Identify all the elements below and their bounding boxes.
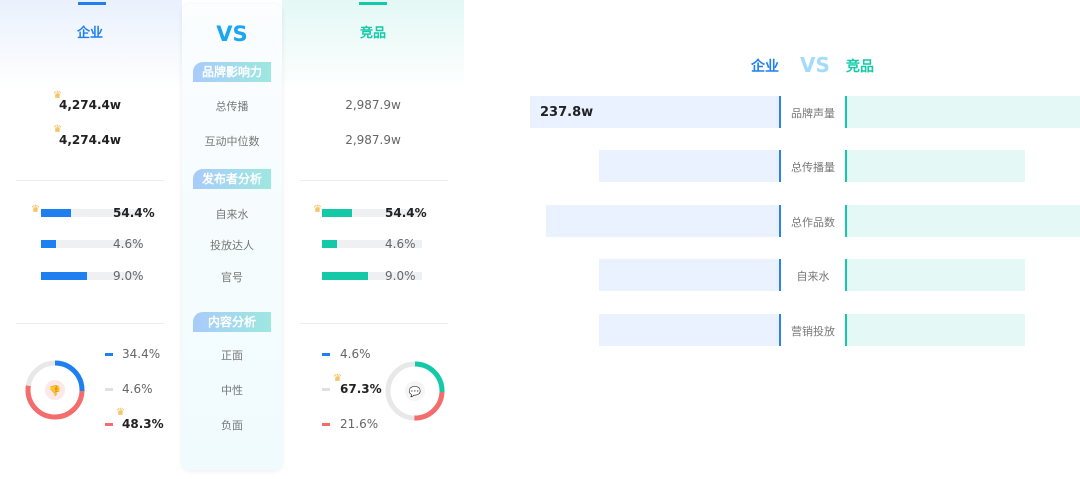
metric-label: 总传播 <box>215 100 249 113</box>
enterprise-compare-bar <box>599 259 781 291</box>
competitor-bar-fill <box>322 240 337 248</box>
competitor-bar-track <box>322 209 422 217</box>
enterprise-bar-fill <box>41 240 56 248</box>
legend-swatch <box>105 423 113 426</box>
sentiment-label: 负面 <box>221 419 243 432</box>
compare-label: 品牌声量 <box>791 107 835 120</box>
enterprise-bar-track <box>41 240 141 248</box>
divider <box>300 180 448 181</box>
thumbs-down-icon-bg <box>45 380 65 400</box>
legend-swatch <box>322 423 330 426</box>
crown-icon: ♛ <box>313 204 322 215</box>
donut-positive <box>385 361 445 421</box>
competitor-bar-fill <box>322 209 352 217</box>
competitor-sentiment-pct: 67.3% <box>340 382 382 396</box>
competitor-pct: 54.4% <box>385 206 427 220</box>
enterprise-bar-track <box>41 272 141 280</box>
legend-swatch <box>105 388 113 391</box>
competitor-bar-track <box>322 272 422 280</box>
competitor-pct: 4.6% <box>385 237 416 251</box>
crown-icon: ♛ <box>333 373 342 384</box>
enterprise-pct: 4.6% <box>113 237 144 251</box>
enterprise-value: 4,274.4w <box>59 133 121 147</box>
competitor-header-bg <box>282 0 464 90</box>
legend-swatch <box>322 388 330 391</box>
competitor-compare-bar <box>845 259 1025 291</box>
competitor-value: 2,987.9w <box>345 133 401 147</box>
section-brand-influence: 品牌影响力 <box>193 62 271 82</box>
competitor-compare-bar <box>845 96 1080 128</box>
competitor-compare-bar <box>845 150 1025 182</box>
metric-label: 自来水 <box>215 208 249 221</box>
donut-negative <box>25 360 85 420</box>
metric-label: 官号 <box>221 271 243 284</box>
enterprise-value: 4,274.4w <box>59 98 121 112</box>
enterprise-sentiment-donut: 👎 <box>25 360 85 420</box>
competitor-title: 竞品 <box>846 59 874 75</box>
enterprise-sentiment-pct: 48.3% <box>122 417 164 431</box>
enterprise-pct: 9.0% <box>113 269 144 283</box>
enterprise-sentiment-pct: 34.4% <box>122 347 161 361</box>
legend-swatch <box>105 353 113 356</box>
sentiment-label: 中性 <box>221 384 243 397</box>
enterprise-compare-bar <box>599 314 781 346</box>
crown-icon: ♛ <box>53 124 62 135</box>
enterprise-compare-bar <box>530 96 781 128</box>
competitor-sentiment-pct: 4.6% <box>340 347 371 361</box>
enterprise-bar-track <box>41 209 141 217</box>
competitor-tab-indicator <box>359 2 387 5</box>
competitor-compare-bar <box>845 205 1080 237</box>
enterprise-bar-fill <box>41 209 71 217</box>
crown-icon: ♛ <box>31 204 40 215</box>
enterprise-compare-bar <box>599 150 781 182</box>
metric-label: 互动中位数 <box>204 135 260 148</box>
enterprise-pct: 54.4% <box>113 206 155 220</box>
enterprise-bar-fill <box>41 272 87 280</box>
section-content-analysis: 内容分析 <box>193 312 271 332</box>
chat-bubble-icon: 💬 <box>409 385 422 398</box>
compare-label: 总作品数 <box>791 216 835 229</box>
competitor-sentiment-pct: 21.6% <box>340 417 379 431</box>
enterprise-sentiment-pct: 4.6% <box>122 382 153 396</box>
enterprise-compare-value: 237.8w <box>540 105 594 120</box>
enterprise-header-bg <box>0 0 182 90</box>
chat-bubble-icon-bg <box>405 381 425 401</box>
thumbs-down-icon: 👎 <box>49 385 61 397</box>
divider <box>16 180 164 181</box>
competitor-title: 竞品 <box>359 26 386 41</box>
compare-label: 营销投放 <box>791 325 835 338</box>
competitor-value: 2,987.9w <box>345 98 401 112</box>
enterprise-title: 企业 <box>751 59 779 75</box>
legend-swatch <box>322 353 330 356</box>
vs-label: VS <box>800 53 830 77</box>
donut-positive <box>25 360 85 420</box>
enterprise-tab-indicator <box>78 2 106 5</box>
compare-label: 总传播量 <box>791 161 835 174</box>
compare-label: 自来水 <box>796 270 830 283</box>
competitor-bar-fill <box>322 272 368 280</box>
crown-icon: ♛ <box>53 90 62 101</box>
divider <box>16 323 164 324</box>
section-publisher-analysis: 发布者分析 <box>193 169 271 189</box>
enterprise-title: 企业 <box>76 26 103 41</box>
competitor-sentiment-donut: 💬 <box>385 361 445 421</box>
competitor-bar-track <box>322 240 422 248</box>
vs-label: VS <box>216 22 248 46</box>
competitor-compare-bar <box>845 314 1025 346</box>
donut-negative <box>385 361 445 421</box>
crown-icon: ♛ <box>116 407 125 418</box>
sentiment-label: 正面 <box>221 349 243 362</box>
divider <box>300 323 448 324</box>
enterprise-compare-bar <box>546 205 781 237</box>
competitor-pct: 9.0% <box>385 269 416 283</box>
metric-label: 投放达人 <box>210 239 254 252</box>
